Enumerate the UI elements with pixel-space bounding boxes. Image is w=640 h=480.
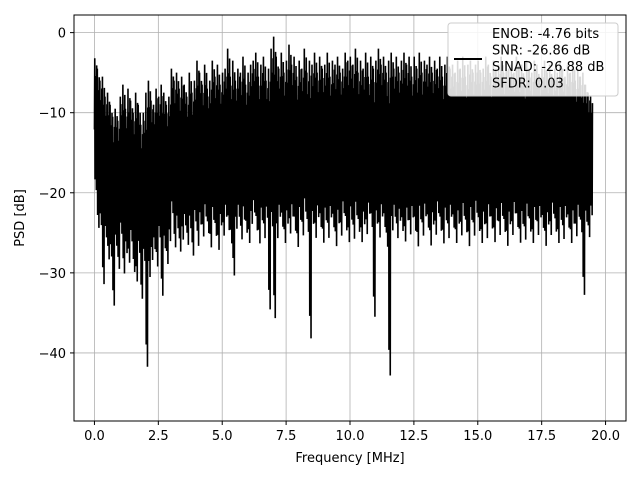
x-tick-label: 5.0 [212, 429, 233, 444]
legend-box [447, 22, 619, 97]
y-tick-label: −10 [39, 107, 66, 122]
x-tick-label: 2.5 [148, 429, 169, 444]
x-tick-label: 17.5 [527, 429, 556, 444]
plot-area [93, 36, 594, 376]
y-tick-label: 0 [58, 27, 66, 42]
y-tick-label: −40 [39, 347, 66, 362]
legend-line-1: SNR: -26.86 dB [492, 44, 590, 59]
y-axis-label: PSD [dB] [13, 189, 28, 247]
series-group [93, 36, 594, 376]
x-axis-ticks: 0.0 2.5 5.0 7.5 10.0 12.5 15.0 17.5 20.0 [84, 421, 620, 444]
x-axis-label: Frequency [MHz] [295, 451, 404, 466]
series-line-0 [93, 36, 594, 376]
legend-line-0: ENOB: -4.76 bits [492, 27, 599, 42]
legend: ENOB: -4.76 bits SNR: -26.86 dB SINAD: -26… [447, 22, 619, 97]
x-tick-label: 15.0 [463, 429, 492, 444]
y-tick-label: −20 [39, 187, 66, 202]
legend-line-2: SINAD: -26.88 dB [492, 60, 604, 75]
legend-label: ENOB: -4.76 bits SNR: -26.86 dB SINAD: -26… [492, 27, 604, 92]
y-tick-label: −30 [39, 267, 66, 282]
legend-line-3: SFDR: 0.03 [492, 77, 564, 92]
x-tick-label: 7.5 [276, 429, 297, 444]
y-axis-ticks: 0 −10 −20 −30 −40 [39, 27, 74, 362]
x-tick-label: 20.0 [591, 429, 620, 444]
x-tick-label: 12.5 [399, 429, 428, 444]
x-tick-label: 0.0 [84, 429, 105, 444]
x-tick-label: 10.0 [336, 429, 365, 444]
